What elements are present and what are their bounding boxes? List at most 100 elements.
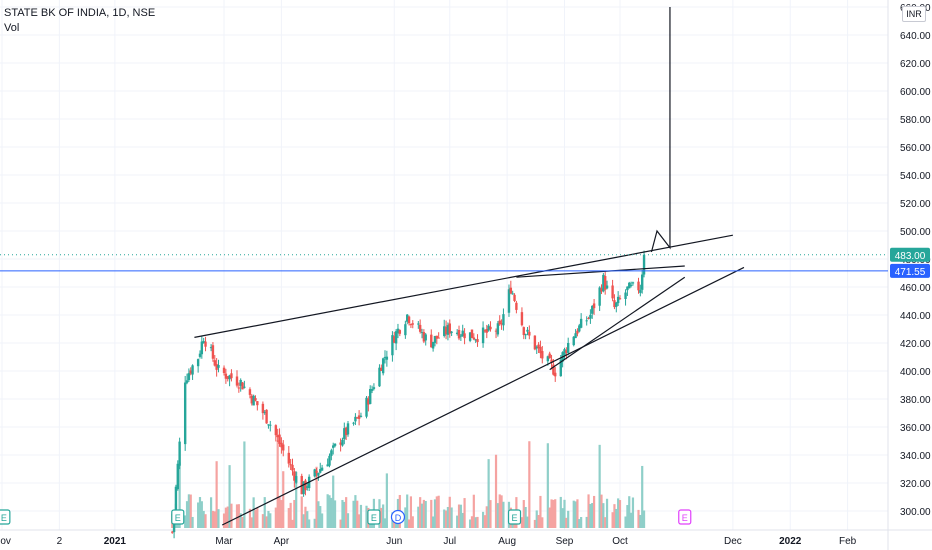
candle-body (174, 486, 178, 512)
volume-bar (587, 494, 590, 528)
candle-body (256, 401, 259, 406)
candle-body (435, 335, 439, 339)
candle-body (343, 428, 346, 440)
x-tick-label: Mar (215, 536, 233, 547)
svg-text:D: D (395, 513, 402, 523)
event-marker-earnings[interactable]: E (367, 509, 381, 525)
candle-body (267, 424, 270, 426)
event-marker-earnings[interactable]: E (171, 509, 185, 525)
candle-body (202, 341, 205, 344)
candle-body (391, 335, 394, 356)
event-marker-dividend[interactable]: D (390, 509, 406, 525)
candle-body (217, 365, 220, 368)
volume-bar (526, 516, 529, 528)
candle-body (485, 328, 488, 333)
candle-body (176, 463, 179, 490)
volume-bar (289, 502, 292, 528)
x-tick-label: 2 (57, 536, 63, 547)
volume-bar (345, 497, 348, 528)
volume-bar (282, 471, 285, 528)
volume-bar (235, 504, 239, 528)
x-tick-label: Sep (556, 536, 574, 547)
candle-body (487, 325, 490, 331)
candle-body (319, 469, 322, 473)
volume-bar (248, 508, 252, 528)
candle-body (446, 325, 450, 335)
candle-body (344, 427, 348, 436)
volume-bar (319, 506, 322, 528)
candle-body (476, 339, 479, 343)
volume-bar (600, 494, 603, 528)
candle-body (600, 288, 603, 292)
candle-body (500, 323, 503, 325)
volume-bar (304, 506, 307, 528)
event-marker-earnings[interactable]: E (0, 509, 11, 525)
y-tick-label: 520.00 (900, 199, 931, 210)
volume-bar (592, 495, 596, 528)
candle-body (524, 334, 527, 336)
volume-bar (204, 514, 207, 528)
candle-body (615, 302, 618, 307)
volume-bar (265, 516, 268, 528)
volume-bar (456, 515, 459, 528)
svg-text:E: E (512, 513, 518, 523)
volume-bar (602, 503, 605, 528)
volume-bar (559, 496, 562, 528)
candle-body (226, 376, 229, 379)
candle-body (396, 328, 400, 334)
candle-body (613, 300, 616, 308)
y-tick-label: 380.00 (900, 395, 931, 406)
volume-bar (228, 465, 231, 528)
candle-body (522, 327, 525, 336)
volume-bar (615, 508, 618, 528)
event-marker-earnings[interactable]: E (507, 509, 522, 525)
volume-bar (642, 510, 646, 528)
volume-bar (202, 510, 205, 528)
candle-body (406, 314, 409, 322)
y-tick-label: 600.00 (900, 87, 931, 98)
candle-body (315, 470, 318, 473)
candle-body (356, 417, 359, 419)
volume-bar (524, 507, 527, 528)
candle-body (624, 292, 627, 299)
candle-body (213, 360, 216, 366)
candle-body (394, 331, 398, 344)
volume-bar (550, 499, 553, 528)
volume-bar (598, 444, 601, 528)
volume-bar (472, 494, 475, 528)
candle-body (455, 332, 459, 334)
candle-body (280, 442, 283, 448)
event-marker-split[interactable]: E (678, 509, 692, 525)
volume-bar (269, 513, 272, 528)
volume-bar (330, 497, 333, 528)
volume-bar (641, 465, 644, 528)
volume-bar (446, 506, 450, 528)
volume-bar (502, 501, 505, 528)
volume-bar (576, 499, 579, 528)
y-tick-label: 500.00 (900, 227, 931, 238)
volume-bar (365, 505, 368, 528)
volume-bar (239, 513, 242, 528)
candle-body (631, 282, 635, 284)
candle-body (611, 285, 614, 299)
volume-bar (417, 506, 420, 528)
volume-bar (302, 514, 305, 528)
candle-body (437, 337, 440, 339)
volume-bar (432, 516, 435, 528)
x-tick-label: Aug (498, 536, 516, 547)
volume-bar (263, 497, 266, 528)
candle-body (502, 314, 505, 326)
candle-body (187, 373, 191, 381)
volume-bar (469, 519, 472, 528)
price-tag-label: 483.00 (895, 251, 926, 262)
volume-bar (313, 518, 316, 528)
volume-bar (189, 494, 192, 528)
candle-body (198, 353, 202, 357)
currency-button[interactable]: INR (902, 6, 926, 22)
candle-body (398, 330, 402, 334)
volume-bar (565, 517, 568, 528)
candle-body (444, 326, 448, 335)
candle-body (317, 472, 320, 476)
